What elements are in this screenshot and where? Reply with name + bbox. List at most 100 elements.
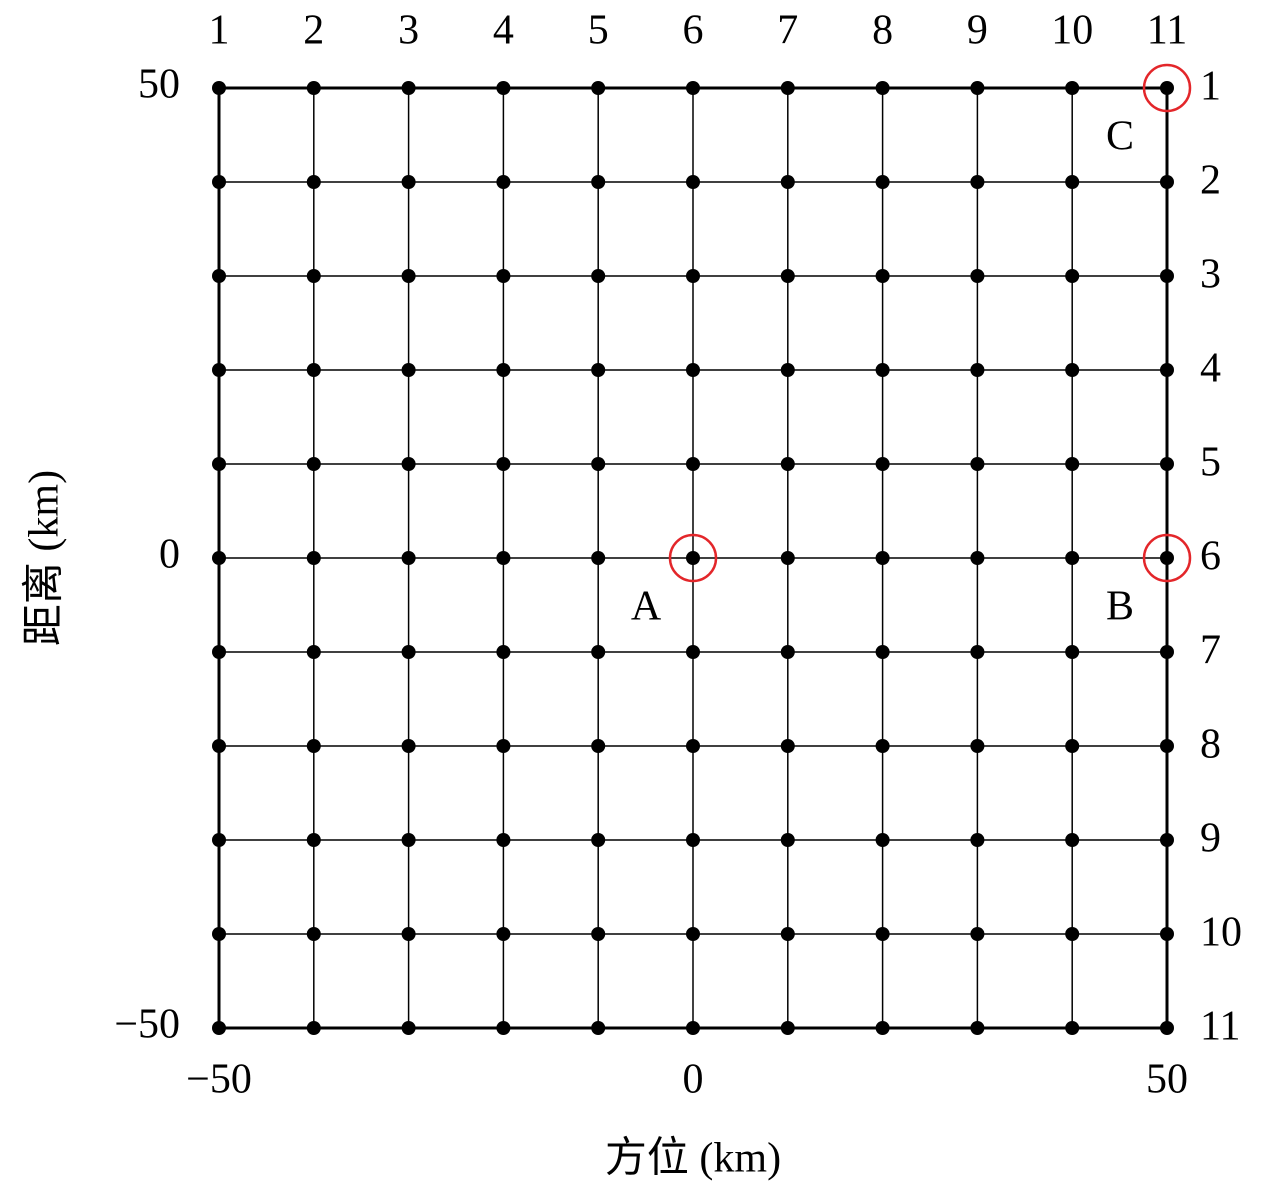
top-tick-label: 10 — [1051, 8, 1093, 54]
grid-point — [591, 833, 606, 847]
grid-point — [306, 927, 321, 941]
grid-point — [686, 1021, 700, 1035]
grid-point — [401, 81, 416, 95]
grid-point — [970, 363, 985, 377]
grid-point — [306, 551, 321, 565]
grid-point — [401, 175, 416, 189]
grid-point — [306, 457, 321, 471]
right-tick-label: 8 — [1200, 722, 1221, 768]
grid-point — [401, 363, 416, 377]
grid-point — [401, 551, 416, 565]
x-tick-label: 50 — [1146, 1057, 1188, 1103]
top-tick-label: 11 — [1147, 8, 1187, 54]
grid-point — [686, 457, 700, 471]
right-tick-label: 9 — [1200, 816, 1221, 862]
grid-point — [780, 551, 795, 565]
grid-point — [591, 1021, 606, 1035]
grid-point — [401, 833, 416, 847]
point-label: A — [631, 584, 662, 630]
grid-point — [1065, 457, 1080, 471]
grid-point — [686, 551, 700, 565]
grid-point — [212, 269, 226, 283]
grid-point — [1160, 1021, 1174, 1035]
grid-point — [780, 81, 795, 95]
y-axis-label: 距离 (km) — [21, 470, 68, 646]
top-tick-label: 7 — [777, 8, 798, 54]
grid-point — [212, 551, 226, 565]
grid-point — [875, 269, 890, 283]
right-tick-label: 11 — [1200, 1004, 1240, 1050]
grid-point — [401, 1021, 416, 1035]
grid-point — [970, 645, 985, 659]
highlight-circle — [1142, 63, 1192, 113]
grid-point — [591, 739, 606, 753]
grid-point — [875, 1021, 890, 1035]
grid-point — [496, 175, 511, 189]
grid-point — [686, 363, 700, 377]
grid-point — [306, 833, 321, 847]
grid-point — [1160, 739, 1174, 753]
right-tick-label: 6 — [1200, 534, 1221, 580]
grid-point — [212, 457, 226, 471]
grid-point — [496, 739, 511, 753]
grid-point — [591, 81, 606, 95]
right-tick-label: 2 — [1200, 158, 1221, 204]
grid-point — [591, 175, 606, 189]
grid-point — [686, 833, 700, 847]
grid-point — [780, 457, 795, 471]
grid-point — [591, 269, 606, 283]
grid-point — [401, 739, 416, 753]
grid-point — [496, 927, 511, 941]
grid-point — [591, 927, 606, 941]
grid-point — [875, 739, 890, 753]
grid-point — [496, 645, 511, 659]
right-tick-label: 10 — [1200, 910, 1242, 956]
grid-point — [780, 1021, 795, 1035]
grid-point — [1160, 927, 1174, 941]
grid-point — [496, 363, 511, 377]
point-label: C — [1106, 114, 1134, 160]
grid-point — [306, 81, 321, 95]
grid-point — [780, 833, 795, 847]
y-tick-label: 50 — [138, 62, 180, 108]
grid-point — [1065, 833, 1080, 847]
grid-point — [970, 833, 985, 847]
grid-point — [970, 457, 985, 471]
grid-point — [212, 81, 226, 95]
grid-point — [496, 833, 511, 847]
top-tick-label: 1 — [209, 8, 230, 54]
right-tick-label: 7 — [1200, 628, 1221, 674]
grid-point — [1065, 363, 1080, 377]
grid-point — [401, 269, 416, 283]
top-tick-label: 9 — [967, 8, 988, 54]
grid-point — [970, 551, 985, 565]
point-label: B — [1106, 584, 1134, 630]
grid-point — [1160, 269, 1174, 283]
grid-point — [970, 269, 985, 283]
grid-point — [780, 175, 795, 189]
right-tick-label: 5 — [1200, 440, 1221, 486]
x-tick-label: −50 — [186, 1057, 252, 1103]
grid-point — [875, 81, 890, 95]
grid-point — [686, 645, 700, 659]
grid-point — [1065, 927, 1080, 941]
grid-point — [212, 363, 226, 377]
grid-point — [591, 645, 606, 659]
grid-point — [306, 645, 321, 659]
top-tick-label: 4 — [493, 8, 514, 54]
grid-point — [686, 739, 700, 753]
grid-point — [1065, 551, 1080, 565]
grid-point — [591, 551, 606, 565]
grid-point — [401, 457, 416, 471]
grid-point — [970, 175, 985, 189]
right-tick-label: 4 — [1200, 346, 1221, 392]
grid-point — [1160, 457, 1174, 471]
grid-point — [1065, 81, 1080, 95]
top-tick-label: 2 — [303, 8, 324, 54]
grid-point — [780, 645, 795, 659]
x-tick-label: 0 — [683, 1057, 704, 1103]
grid-point — [970, 1021, 985, 1035]
grid-point — [875, 363, 890, 377]
top-tick-label: 6 — [683, 8, 704, 54]
